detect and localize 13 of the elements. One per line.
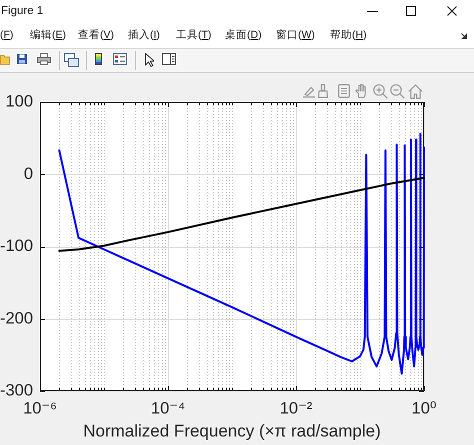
x-tick-label: 10⁻² xyxy=(280,399,313,418)
x-tick-label: 10⁻⁶ xyxy=(23,399,57,418)
y-tick-label: -300 xyxy=(0,382,33,400)
y-tick-label: -200 xyxy=(0,309,33,328)
x-axis-title: Normalized Frequency (×π rad/sample) xyxy=(83,421,381,440)
caption: Figure 1 xyxy=(1,4,44,18)
x-tick-label: 10⁰ xyxy=(412,399,437,418)
x-tick-label: 10⁻⁴ xyxy=(150,399,186,418)
menu-bar: (F) 编辑(E) 查看(V) 插入(I) 工具(T) 桌面(D) 窗口(W) 帮助(H) xyxy=(0,23,474,49)
y-tick-label: -100 xyxy=(0,237,33,256)
y-tick-label: 100 xyxy=(5,92,33,111)
title-bar: Figure 1 xyxy=(0,0,474,23)
y-tick-label: 0 xyxy=(24,164,33,183)
